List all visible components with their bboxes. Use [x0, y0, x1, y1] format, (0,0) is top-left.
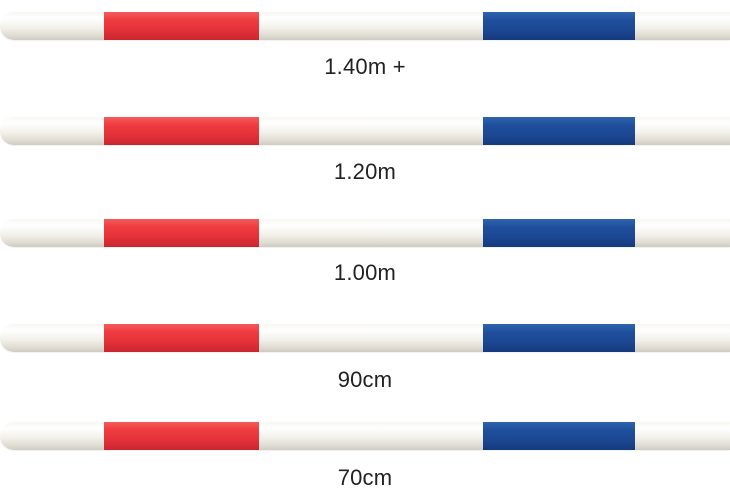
jump-pole-4 — [0, 324, 730, 352]
blue-band — [483, 324, 635, 352]
red-band — [104, 12, 259, 40]
jump-pole-1 — [0, 12, 730, 40]
red-band — [104, 117, 259, 145]
red-band — [104, 324, 259, 352]
height-label-4: 90cm — [337, 367, 393, 392]
blue-band — [483, 422, 635, 450]
height-label-5: 70cm — [337, 465, 393, 490]
height-label-3: 1.00m — [333, 260, 397, 285]
blue-band — [483, 219, 635, 247]
blue-band — [483, 117, 635, 145]
jump-pole-3 — [0, 219, 730, 247]
jump-pole-2 — [0, 117, 730, 145]
red-band — [104, 219, 259, 247]
height-label-2: 1.20m — [333, 159, 397, 184]
red-band — [104, 422, 259, 450]
height-label-1: 1.40m + — [324, 54, 406, 79]
blue-band — [483, 12, 635, 40]
jump-pole-5 — [0, 422, 730, 450]
